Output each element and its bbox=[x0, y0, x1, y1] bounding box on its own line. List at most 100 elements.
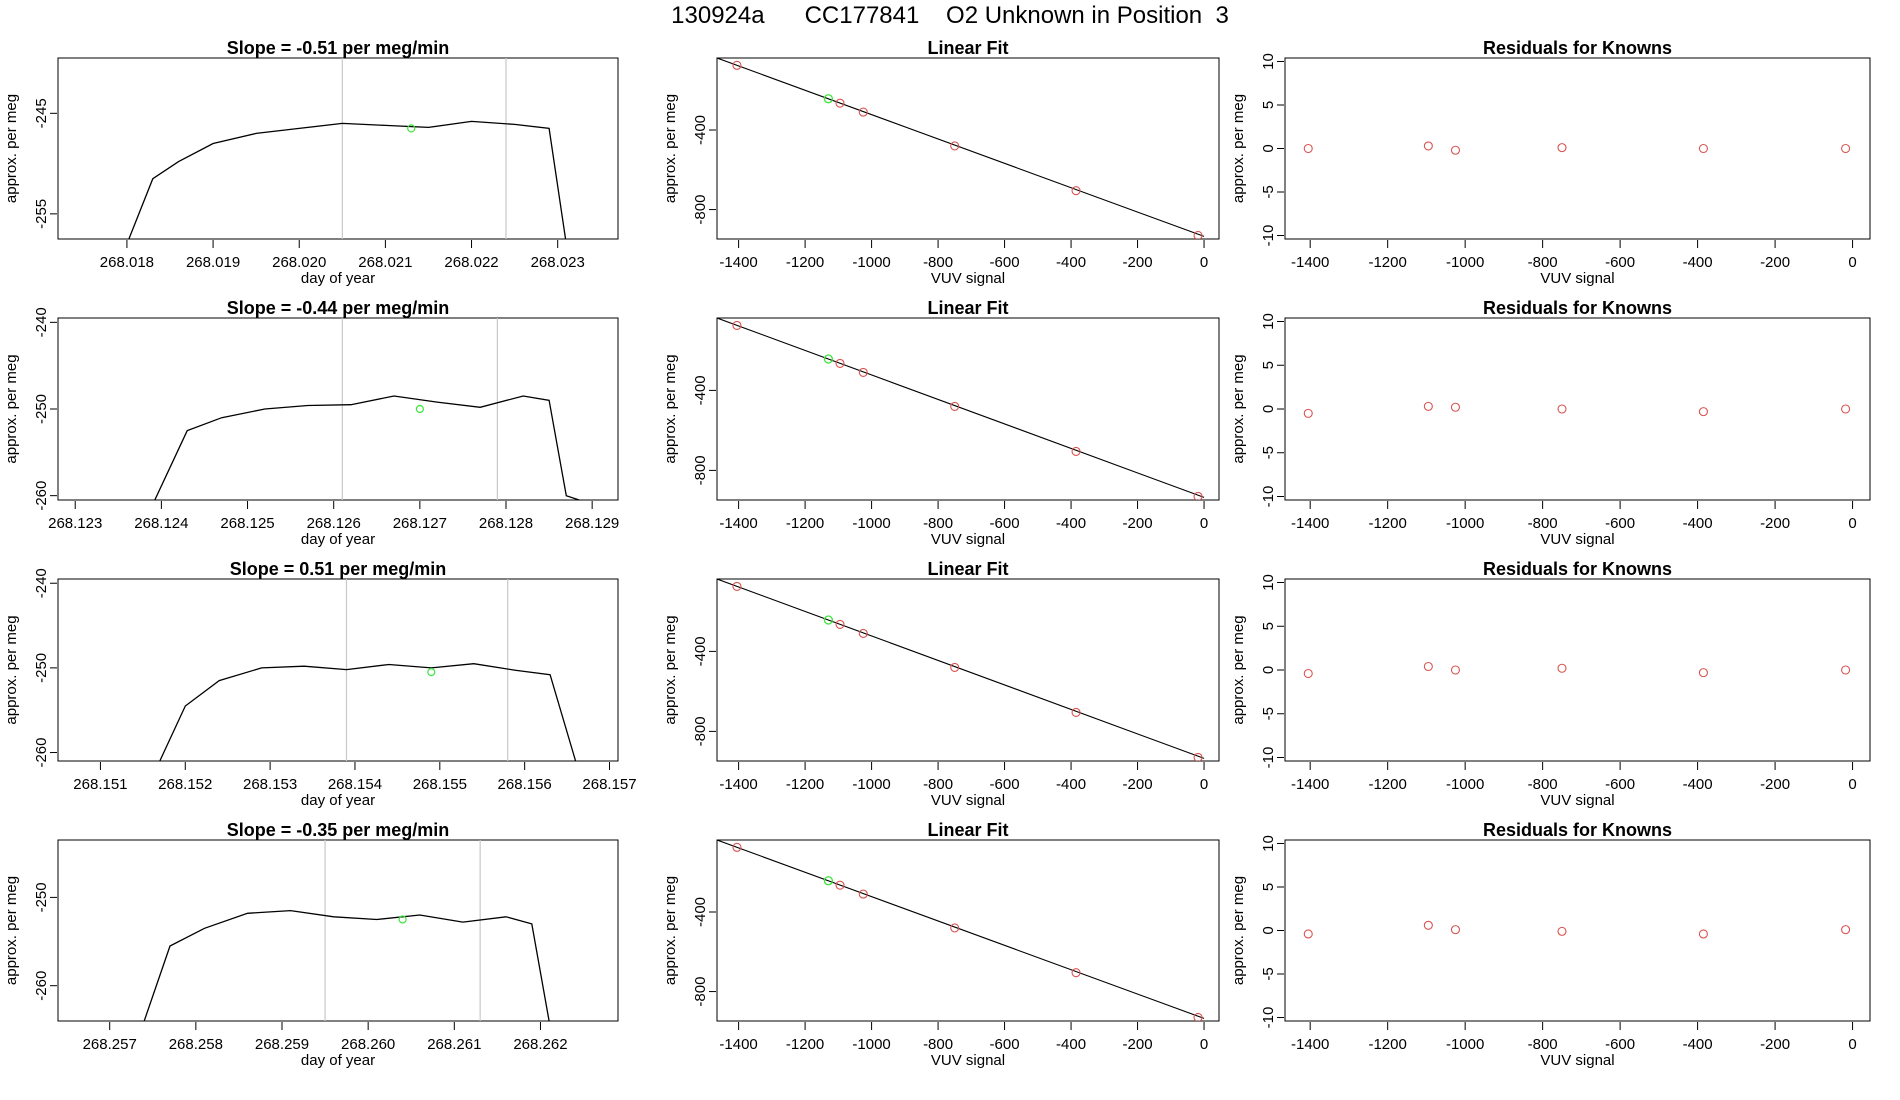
x-tick-label: -1000 bbox=[1446, 1036, 1484, 1053]
x-tick-label: 268.124 bbox=[134, 515, 188, 532]
y-tick-label: -5 bbox=[1260, 446, 1277, 459]
standard-point bbox=[732, 60, 742, 70]
plot-area bbox=[717, 58, 1205, 239]
standard-point bbox=[1071, 968, 1081, 978]
residuals-panel-row-2: Residuals for Knowns-1400 -1200 -1000 -800-… bbox=[1230, 298, 1871, 548]
time-series-panel-row-4: Slope = -0.35 per meg/min 268.257 268.258 2… bbox=[3, 820, 619, 1069]
x-tick-label: 268.157 bbox=[582, 776, 636, 793]
x-tick-label: -1200 bbox=[786, 515, 824, 532]
residual-point bbox=[1698, 143, 1708, 154]
plot-area bbox=[128, 58, 567, 239]
x-tick-label: 268.152 bbox=[158, 776, 212, 793]
x-tick-label: -1400 bbox=[1291, 776, 1329, 793]
x-axis-label: day of year bbox=[301, 792, 375, 809]
plot-frame bbox=[57, 317, 619, 501]
x-tick-label: -1200 bbox=[1368, 254, 1406, 271]
y-tick-label: -250 bbox=[33, 882, 50, 912]
unknown-mean-marker bbox=[427, 668, 436, 677]
x-tick-label: 268.259 bbox=[255, 1036, 309, 1053]
fit-line bbox=[717, 579, 1205, 759]
x-tick-label: 268.261 bbox=[427, 1036, 481, 1053]
y-axis-label: approx. per meg bbox=[1230, 94, 1247, 203]
x-tick-label: -1000 bbox=[1446, 776, 1484, 793]
y-tick-label: -400 bbox=[692, 375, 709, 405]
y-tick-label: -255 bbox=[33, 199, 50, 229]
x-tick-label: -200 bbox=[1123, 515, 1153, 532]
chart-title: Slope = -0.51 per meg/min bbox=[227, 38, 450, 58]
x-tick-label: -1400 bbox=[719, 776, 757, 793]
x-tick-label: -1200 bbox=[786, 776, 824, 793]
time-series-panel-row-3: Slope = 0.51 per meg/min 268.151 268.152 26… bbox=[3, 559, 637, 809]
y-tick-label: 5 bbox=[1260, 622, 1277, 630]
x-tick-label: -400 bbox=[1056, 1036, 1086, 1053]
standard-point bbox=[1071, 707, 1081, 717]
x-tick-label: 0 bbox=[1200, 776, 1208, 793]
x-axis-label: VUV signal bbox=[931, 270, 1005, 287]
chart-title: Slope = 0.51 per meg/min bbox=[230, 559, 447, 579]
x-tick-label: 268.129 bbox=[565, 515, 619, 532]
plot-frame bbox=[1284, 57, 1871, 240]
standard-point bbox=[732, 320, 742, 330]
x-axis-label: day of year bbox=[301, 270, 375, 287]
residual-point bbox=[1557, 404, 1567, 414]
x-tick-label: -600 bbox=[1605, 254, 1635, 271]
residual-point bbox=[1303, 668, 1313, 679]
residual-point bbox=[1557, 143, 1567, 153]
time-series-panel-row-2: Slope = -0.44 per meg/min 268.123 268.124 2… bbox=[3, 298, 619, 548]
x-tick-label: 268.260 bbox=[341, 1036, 395, 1053]
standard-point bbox=[1193, 491, 1203, 500]
x-tick-label: -200 bbox=[1123, 1036, 1153, 1053]
x-tick-label: 268.156 bbox=[498, 776, 552, 793]
x-tick-label: 268.123 bbox=[48, 515, 102, 532]
plot-area bbox=[717, 579, 1205, 761]
y-tick-label: -10 bbox=[1260, 225, 1277, 247]
standard-point bbox=[950, 662, 960, 672]
x-tick-label: -200 bbox=[1760, 1036, 1790, 1053]
x-tick-label: -1000 bbox=[852, 515, 890, 532]
plot-frame bbox=[1284, 578, 1871, 762]
plot-frame bbox=[716, 578, 1220, 762]
x-tick-label: -400 bbox=[1683, 1036, 1713, 1053]
standard-point bbox=[835, 619, 845, 629]
x-tick-label: -800 bbox=[923, 776, 953, 793]
series-line bbox=[159, 663, 577, 761]
x-tick-label: -1200 bbox=[786, 1036, 824, 1053]
x-tick-label: -1400 bbox=[1291, 515, 1329, 532]
plot-area bbox=[717, 318, 1205, 500]
x-tick-label: -1200 bbox=[1368, 776, 1406, 793]
y-tick-label: -5 bbox=[1260, 185, 1277, 198]
x-tick-label: -1000 bbox=[852, 1036, 890, 1053]
x-tick-label: -800 bbox=[923, 254, 953, 271]
x-tick-label: 268.126 bbox=[307, 515, 361, 532]
residual-point bbox=[1841, 404, 1851, 414]
y-tick-label: -250 bbox=[33, 653, 50, 683]
x-tick-label: -600 bbox=[990, 515, 1020, 532]
y-axis-label: approx. per meg bbox=[1230, 876, 1247, 985]
x-axis-label: day of year bbox=[301, 531, 375, 548]
y-axis-label: approx. per meg bbox=[3, 615, 20, 724]
x-tick-label: -1000 bbox=[1446, 254, 1484, 271]
chart-title: Linear Fit bbox=[927, 820, 1008, 840]
y-tick-label: -400 bbox=[692, 115, 709, 145]
x-tick-label: 0 bbox=[1848, 1036, 1856, 1053]
x-tick-label: 268.258 bbox=[169, 1036, 223, 1053]
x-tick-label: -1000 bbox=[1446, 515, 1484, 532]
residual-point bbox=[1450, 925, 1461, 935]
x-tick-label: -1200 bbox=[786, 254, 824, 271]
y-tick-label: -400 bbox=[692, 897, 709, 927]
residual-point bbox=[1557, 926, 1567, 936]
x-tick-label: -1400 bbox=[1291, 1036, 1329, 1053]
standard-point bbox=[732, 581, 742, 591]
chart-title: Linear Fit bbox=[927, 38, 1008, 58]
standard-point bbox=[1071, 186, 1081, 196]
x-tick-label: -600 bbox=[990, 776, 1020, 793]
y-tick-label: 5 bbox=[1260, 361, 1277, 369]
plot-frame bbox=[716, 839, 1220, 1022]
x-tick-label: -600 bbox=[1605, 776, 1635, 793]
x-tick-label: 268.151 bbox=[73, 776, 127, 793]
linear-fit-panel-row-3: Linear Fit -1400 -1200 -1000 -800 -600 -400 -20… bbox=[662, 559, 1220, 809]
x-tick-label: -200 bbox=[1123, 776, 1153, 793]
y-axis-label: approx. per meg bbox=[1230, 615, 1247, 724]
chart-title: Residuals for Knowns bbox=[1483, 298, 1672, 318]
x-tick-label: 268.018 bbox=[100, 254, 154, 271]
